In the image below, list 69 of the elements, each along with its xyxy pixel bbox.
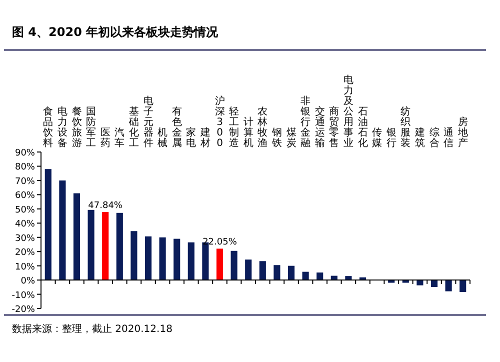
x-tick-label: 非银行金融 bbox=[300, 95, 311, 149]
bar bbox=[144, 236, 152, 280]
x-tick-label: 通信 bbox=[444, 126, 454, 149]
x-tick-label: 纺织服装 bbox=[400, 106, 411, 149]
x-tick-label: 轻工制造 bbox=[229, 106, 240, 149]
bar bbox=[188, 242, 194, 280]
y-tick-label: 90% bbox=[14, 148, 36, 158]
bar bbox=[460, 280, 466, 292]
x-tick-label: 综合 bbox=[429, 126, 440, 149]
x-tick-label: 农林牧渔 bbox=[256, 106, 268, 149]
x-tick-label: 家电 bbox=[186, 126, 196, 149]
bar bbox=[174, 238, 180, 280]
x-tick-label: 传媒 bbox=[372, 128, 382, 149]
bar bbox=[102, 212, 109, 280]
y-tick-label: 60% bbox=[14, 191, 36, 202]
bar bbox=[302, 272, 309, 280]
bar bbox=[430, 280, 438, 288]
x-tick-label: 沪深300 bbox=[214, 95, 225, 149]
y-tick-label: -10% bbox=[12, 290, 36, 301]
x-tick-label: 商贸零售 bbox=[329, 106, 340, 149]
x-tick-label: 计算机 bbox=[243, 116, 254, 149]
y-tick-label: 70% bbox=[14, 176, 36, 187]
x-tick-label: 电力及公用事业 bbox=[343, 74, 354, 149]
bar bbox=[230, 250, 238, 280]
x-tick-label: 医药 bbox=[100, 128, 110, 149]
y-tick-label: 20% bbox=[14, 248, 36, 258]
y-tick-label: 0% bbox=[20, 276, 36, 287]
bar bbox=[245, 260, 252, 280]
bar bbox=[445, 280, 452, 292]
x-tick-label: 建材 bbox=[199, 126, 210, 149]
bar bbox=[216, 248, 224, 280]
x-tick-label: 国防军工 bbox=[86, 106, 96, 149]
x-tick-label: 机械 bbox=[158, 126, 168, 149]
bar bbox=[316, 272, 324, 280]
x-tick-label: 基础化工 bbox=[128, 106, 139, 149]
x-tick-label: 钢铁 bbox=[270, 128, 282, 149]
x-tick-label: 电力设备 bbox=[57, 106, 68, 149]
bar bbox=[288, 266, 295, 280]
y-tick-label: 30% bbox=[14, 234, 36, 244]
bar bbox=[259, 261, 266, 280]
y-tick-label: 50% bbox=[14, 205, 36, 216]
data-label: 22.05% bbox=[202, 238, 238, 248]
y-tick-label: 40% bbox=[14, 220, 36, 230]
bar bbox=[130, 231, 138, 280]
x-tick-label: 石油石化 bbox=[358, 106, 368, 149]
bar bbox=[116, 212, 123, 280]
y-tick-label: 80% bbox=[14, 162, 36, 173]
source-note: 数据来源：整理，截止 2020.12.18 bbox=[12, 323, 172, 335]
x-tick-label: 建筑 bbox=[414, 126, 425, 149]
x-tick-label: 有色金属 bbox=[172, 106, 182, 149]
x-tick-label: 银行 bbox=[385, 128, 396, 149]
bar bbox=[88, 210, 94, 280]
x-tick-label: 汽车 bbox=[114, 126, 125, 149]
x-tick-label: 房地产 bbox=[456, 116, 468, 149]
data-label: 47.84% bbox=[88, 200, 123, 211]
x-tick-label: 电子元器件 bbox=[143, 95, 154, 149]
bar bbox=[44, 169, 52, 280]
y-tick-label: 10% bbox=[14, 262, 36, 272]
chart-title: 图 4、2020 年初以来各板块走势情况 bbox=[12, 25, 220, 39]
bar bbox=[159, 237, 166, 280]
x-tick-label: 食品饮料 bbox=[42, 106, 54, 149]
x-tick-label: 煤炭 bbox=[286, 126, 296, 149]
x-tick-label: 餐饮旅游 bbox=[70, 106, 82, 149]
x-tick-label: 交通运输 bbox=[314, 106, 325, 149]
bar bbox=[274, 265, 280, 280]
bar bbox=[59, 180, 66, 280]
bar bbox=[73, 193, 80, 280]
y-tick-label: -20% bbox=[12, 305, 36, 315]
bar bbox=[416, 280, 424, 286]
